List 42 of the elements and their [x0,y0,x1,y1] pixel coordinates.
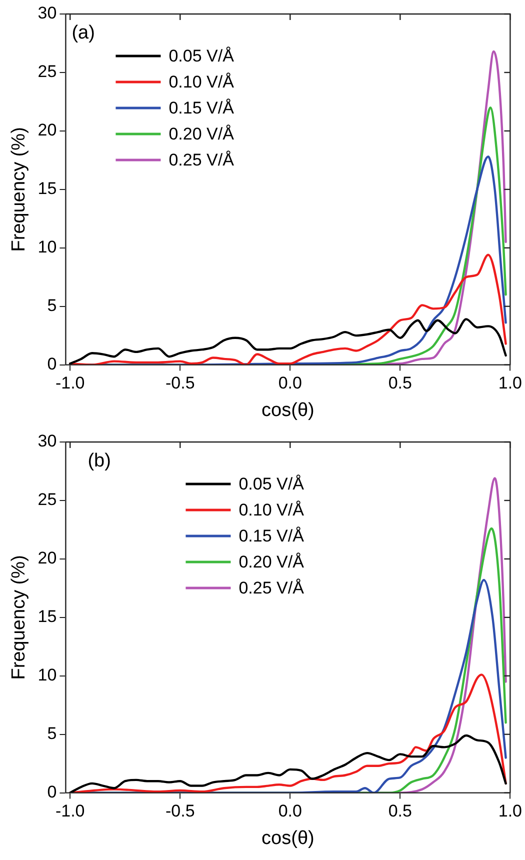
x-tick-label: 0.5 [388,374,412,393]
y-tick-label: 30 [38,4,57,23]
line-series [69,734,507,793]
x-tick-label: -1.0 [55,374,85,393]
y-tick-label: 0 [47,782,57,802]
legend-label: 0.05 V/Å [238,474,305,494]
legend-label: 0.15 V/Å [238,526,305,546]
y-tick-label: 5 [47,724,57,744]
y-tick-label: 15 [38,607,57,626]
legend-label: 0.05 V/Å [168,46,235,66]
x-tick-label: -0.5 [165,374,195,393]
x-axis-title: cos(θ) [262,400,314,421]
x-tick-label: 0.5 [388,802,412,821]
x-tick-label: 1.0 [498,374,522,393]
y-tick-label: 25 [38,62,57,82]
y-tick-label: 20 [38,548,57,568]
x-axis-title: cos(θ) [262,828,314,849]
legend-label: 0.20 V/Å [168,124,235,144]
y-tick-label: 5 [47,296,57,316]
y-tick-label: 20 [38,120,57,140]
legend-label: 0.25 V/Å [168,150,235,170]
line-series [69,318,507,365]
y-tick-label: 30 [38,432,57,451]
y-axis-title: Frequency (%) [8,555,30,680]
y-tick-label: 0 [47,354,57,374]
legend-label: 0.15 V/Å [168,98,235,118]
y-axis-title: Frequency (%) [8,127,30,252]
legend-label: 0.20 V/Å [238,552,305,572]
x-tick-label: 0.0 [278,802,302,821]
x-tick-label: -1.0 [55,802,85,821]
y-tick-label: 25 [38,490,57,510]
x-tick-label: 0.0 [278,374,302,393]
y-tick-label: 10 [38,666,57,685]
y-tick-label: 10 [38,238,57,257]
x-tick-label: 1.0 [498,802,522,821]
annotation: (a) [72,22,95,44]
x-tick-label: -0.5 [165,802,195,821]
legend-label: 0.10 V/Å [238,500,305,520]
annotation: (b) [88,450,111,472]
legend-label: 0.10 V/Å [168,72,235,92]
y-tick-label: 15 [38,179,57,198]
legend-label: 0.25 V/Å [238,578,305,598]
